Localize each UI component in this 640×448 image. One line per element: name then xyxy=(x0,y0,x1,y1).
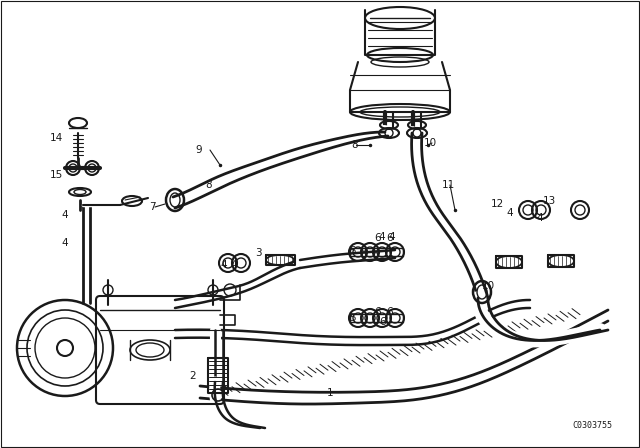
Text: 4: 4 xyxy=(537,213,543,223)
Text: 5: 5 xyxy=(349,246,355,256)
Text: C0303755: C0303755 xyxy=(572,421,612,430)
Text: 8: 8 xyxy=(205,180,212,190)
Text: 6: 6 xyxy=(374,233,381,243)
Text: 4: 4 xyxy=(61,238,68,248)
Text: 4: 4 xyxy=(507,208,513,218)
Text: 12: 12 xyxy=(490,199,504,209)
Text: 13: 13 xyxy=(542,196,556,206)
Text: 2: 2 xyxy=(189,371,196,381)
Text: 4: 4 xyxy=(379,232,385,242)
Text: 6: 6 xyxy=(387,233,394,243)
Text: 4: 4 xyxy=(61,210,68,220)
Text: 4: 4 xyxy=(221,260,227,270)
Text: 15: 15 xyxy=(49,170,63,180)
Text: 5: 5 xyxy=(349,313,355,323)
Text: 10: 10 xyxy=(481,281,495,291)
Text: 1: 1 xyxy=(326,388,333,398)
Text: 14: 14 xyxy=(49,133,63,143)
Text: 6: 6 xyxy=(374,307,381,317)
Text: 8: 8 xyxy=(352,140,358,150)
Text: 7: 7 xyxy=(148,202,156,212)
Text: 3: 3 xyxy=(255,248,261,258)
Text: 9: 9 xyxy=(196,145,202,155)
Text: 4: 4 xyxy=(388,232,396,242)
Text: 6: 6 xyxy=(380,317,387,327)
Text: 6: 6 xyxy=(387,307,394,317)
Text: 10: 10 xyxy=(424,138,436,148)
Text: 4: 4 xyxy=(230,260,237,270)
Text: 11: 11 xyxy=(442,180,454,190)
